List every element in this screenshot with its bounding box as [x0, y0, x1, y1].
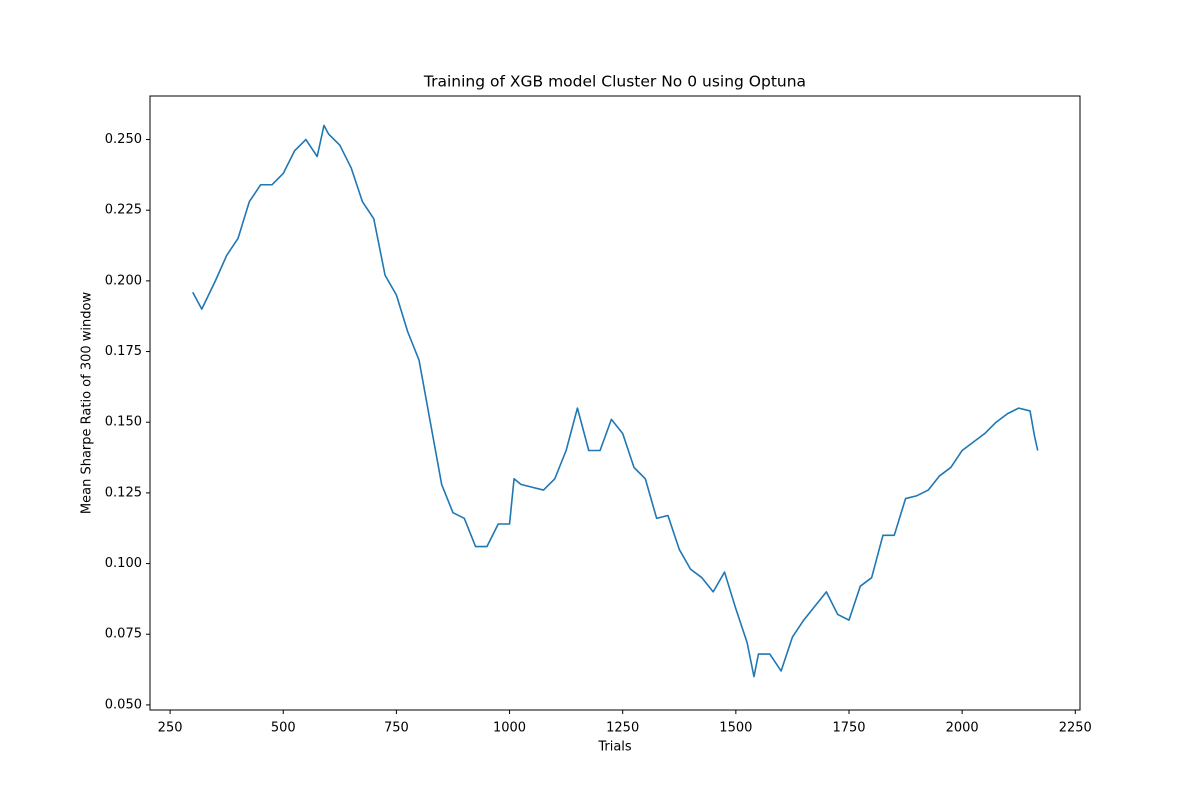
plot-frame: [149, 95, 1081, 711]
x-tick-label: 1500: [719, 721, 752, 736]
x-axis-label: Trials: [597, 740, 632, 755]
y-tick-label: 0.150: [105, 415, 142, 430]
y-tick-label: 0.100: [105, 556, 142, 571]
y-axis-label: Mean Sharpe Ratio of 300 window: [80, 292, 95, 515]
y-tick-label: 0.225: [105, 203, 142, 218]
y-tick-label: 0.175: [105, 344, 142, 359]
x-tick-label: 1750: [832, 721, 865, 736]
y-tick-label: 0.250: [105, 132, 142, 147]
y-tick-label: 0.050: [105, 697, 142, 712]
y-tick-label: 0.075: [105, 627, 142, 642]
x-tick-label: 500: [271, 721, 296, 736]
x-tick-label: 250: [158, 721, 183, 736]
y-tick-label: 0.125: [105, 485, 142, 500]
x-tick-label: 750: [384, 721, 409, 736]
x-tick-label: 1250: [606, 721, 639, 736]
x-tick-label: 2250: [1059, 721, 1092, 736]
data-line: [192, 124, 1039, 678]
chart-title: Training of XGB model Cluster No 0 using…: [423, 73, 806, 91]
x-tick-label: 2000: [946, 721, 979, 736]
y-tick-label: 0.200: [105, 273, 142, 288]
x-tick-label: 1000: [493, 721, 526, 736]
